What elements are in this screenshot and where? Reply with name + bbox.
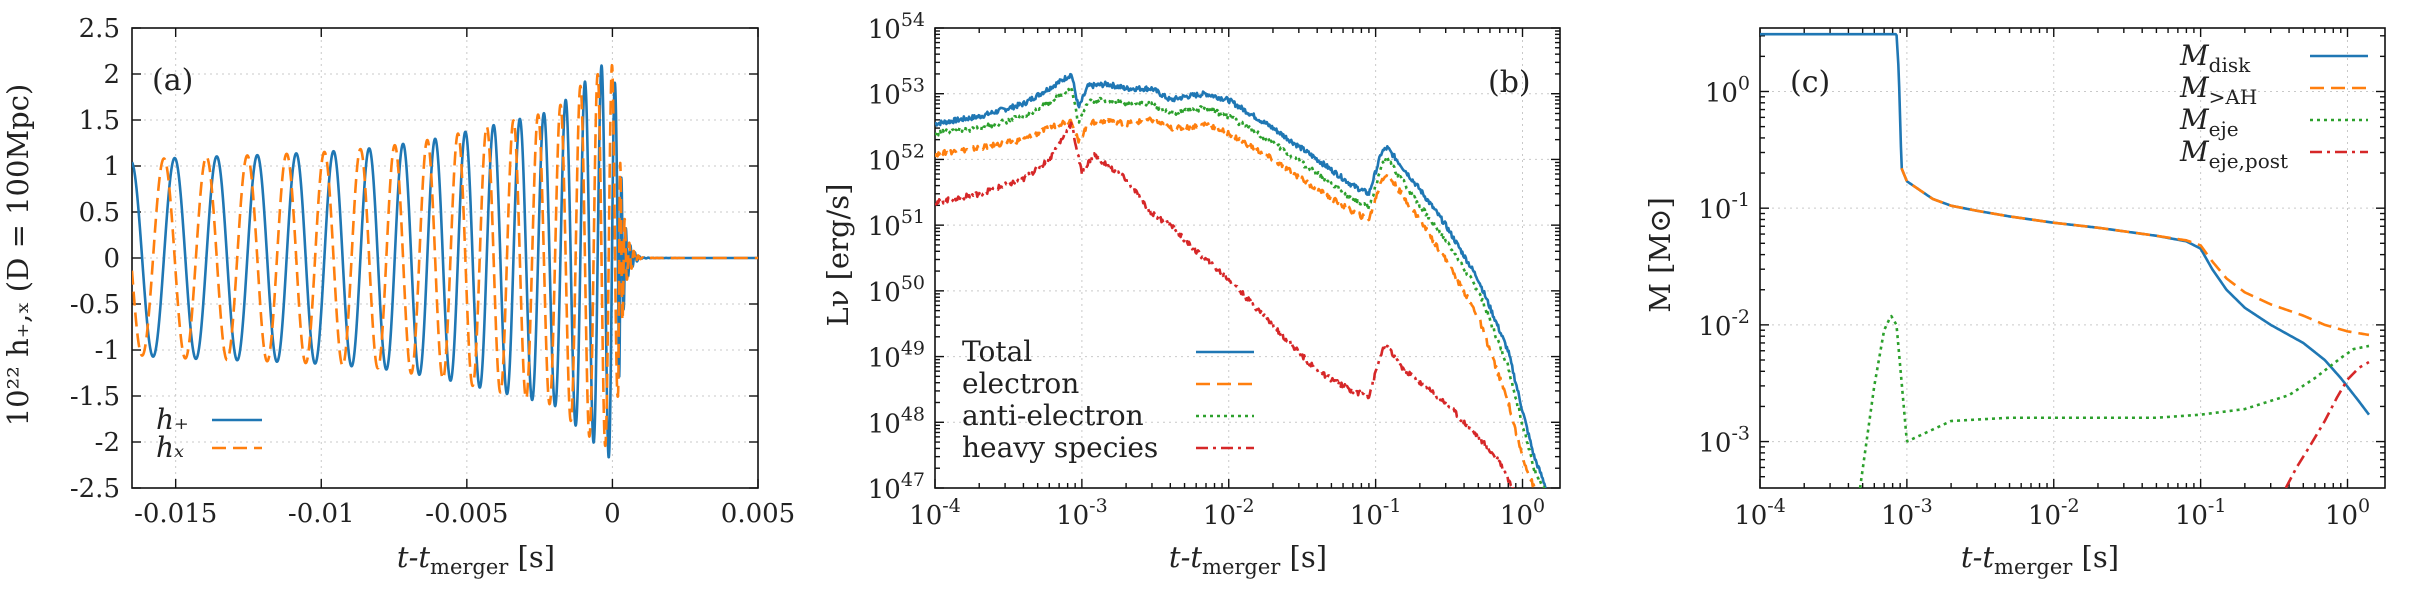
panel-a-y-tick-label: 1	[103, 152, 120, 182]
panel-c-y-tick-label: 10-1	[1698, 189, 1750, 225]
panel-a-series-h+	[132, 64, 758, 459]
panel-b-series-anti-electron	[935, 86, 1546, 488]
panel-b-x-tick-label: 10-1	[1350, 495, 1402, 531]
panel-b-series-Total	[935, 72, 1547, 488]
panel-a-y-tick-label: -2.5	[70, 474, 120, 504]
panel-a-y-tick-label: -1.5	[70, 382, 120, 412]
panel-a-y-tick-label: 2	[103, 60, 120, 90]
panel-a-y-tick-label: 2.5	[79, 14, 120, 44]
panel-b-y-tick-label: 1050	[868, 272, 925, 308]
panel-b-plot-area: 10-4 10-3 10-2 10-1 100 1047 1048 1049 1050 1051 1…	[868, 9, 1561, 531]
panel-a-y-tick-label: 1.5	[79, 106, 120, 136]
panel-b-x-tick-label: 100	[1500, 495, 1545, 531]
panel-a-series-hx	[132, 63, 758, 448]
panel-b-neutrino-luminosity: 10-4 10-3 10-2 10-1 100 1047 1048 1049 1050 1051 1…	[821, 9, 1561, 579]
panel-a-y-tick-label: 0	[103, 244, 120, 274]
panel-b-y-tick-label: 1054	[868, 9, 925, 45]
panel-a-legend-label: h₊	[156, 403, 189, 436]
panel-b-series-electron	[935, 116, 1537, 488]
panel-b-x-tick-label: 10-4	[909, 495, 961, 531]
panel-c-x-tick-label: 100	[2325, 495, 2370, 531]
panel-c-series-M-eje-post	[2284, 360, 2371, 488]
panel-a-plot-area: -0.015 -0.01 -0.005 0 0.005 -2.5 -2 -1.5 -1 -0.5 0…	[70, 14, 795, 529]
panel-a-y-tick-label: 0.5	[79, 198, 120, 228]
panel-c-y-tick-label: 10-2	[1698, 306, 1750, 342]
panel-a-y-tick-label: -2	[95, 428, 120, 458]
panel-b-y-axis-label: Lν [erg/s]	[821, 184, 855, 327]
panel-c-y-tick-label: 10-3	[1698, 423, 1750, 459]
panel-b-series-heavy-species	[935, 121, 1515, 488]
panel-c-x-axis-label: t-tmerger [s]	[1961, 540, 2119, 579]
panel-c-series-M-AH	[1900, 167, 2370, 337]
panel-b-legend-label: anti-electron	[962, 399, 1144, 432]
panel-c-x-tick-label: 10-1	[2175, 495, 2227, 531]
panel-c-x-tick-label: 10-4	[1734, 495, 1786, 531]
panel-a-x-tick-label: -0.01	[288, 499, 355, 529]
panel-a-legend: h₊hₓ	[156, 403, 262, 464]
panel-c-plot-area: 10-4 10-3 10-2 10-1 100 10-3 10-2 10-1 100	[1698, 27, 2386, 531]
panel-a-legend-label: hₓ	[156, 431, 184, 464]
panel-b-y-tick-label: 1049	[868, 338, 925, 374]
panel-b-x-tick-label: 10-2	[1203, 495, 1255, 531]
panel-c-y-tick-label: 100	[1705, 72, 1750, 108]
panel-b-legend-label: heavy species	[962, 431, 1158, 464]
panel-c-x-tick-label: 10-3	[1881, 495, 1933, 531]
panel-c-legend-label: Meje	[2179, 103, 2239, 141]
panel-b-x-tick-label: 10-3	[1056, 495, 1108, 531]
panel-a-y-tick-label: -1	[95, 336, 120, 366]
panel-c-frame	[1759, 27, 2386, 489]
panel-b-y-tick-label: 1051	[868, 206, 925, 242]
panel-c-tag: (c)	[1790, 65, 1830, 100]
panel-a-tag: (a)	[152, 63, 193, 98]
panel-b-tag: (b)	[1488, 65, 1531, 100]
panel-c-series-M-eje	[1858, 314, 2370, 488]
panel-c-x-tick-label: 10-2	[2028, 495, 2080, 531]
panel-a-y-tick-label: -0.5	[70, 290, 120, 320]
panel-c-mass-evolution: 10-4 10-3 10-2 10-1 100 10-3 10-2 10-1 100 (c) t…	[1643, 27, 2386, 579]
panel-b-y-tick-label: 1047	[868, 469, 925, 505]
panel-b-x-axis-label: t-tmerger [s]	[1169, 540, 1327, 579]
panel-b-y-tick-label: 1053	[868, 75, 925, 111]
panel-b-legend-label: Total	[962, 335, 1032, 368]
panel-a-x-tick-label: -0.015	[134, 499, 217, 529]
panel-a-gravitational-wave: -0.015 -0.01 -0.005 0 0.005 -2.5 -2 -1.5 -1 -0.5 0…	[1, 14, 795, 579]
panel-c-legend-label: M>AH	[2179, 71, 2257, 109]
panel-a-x-tick-label: -0.005	[425, 499, 508, 529]
panel-a-y-axis-label: 10²² h₊,ₓ (D = 100Mpc)	[1, 84, 35, 427]
panel-c-y-axis-label: M [M⊙]	[1643, 197, 1677, 313]
panel-c-legend-label: Mdisk	[2179, 39, 2251, 77]
panel-a-x-tick-label: 0.005	[721, 499, 795, 529]
panel-b-frame	[934, 27, 1561, 489]
panel-b-y-tick-label: 1052	[868, 140, 925, 176]
panel-a-x-axis-label: t-tmerger [s]	[397, 540, 555, 579]
panel-a-x-tick-label: 0	[604, 499, 621, 529]
panel-c-legend-label: Meje,post	[2179, 135, 2288, 173]
panel-b-y-tick-label: 1048	[868, 403, 925, 439]
panel-b-legend-label: electron	[962, 367, 1079, 400]
